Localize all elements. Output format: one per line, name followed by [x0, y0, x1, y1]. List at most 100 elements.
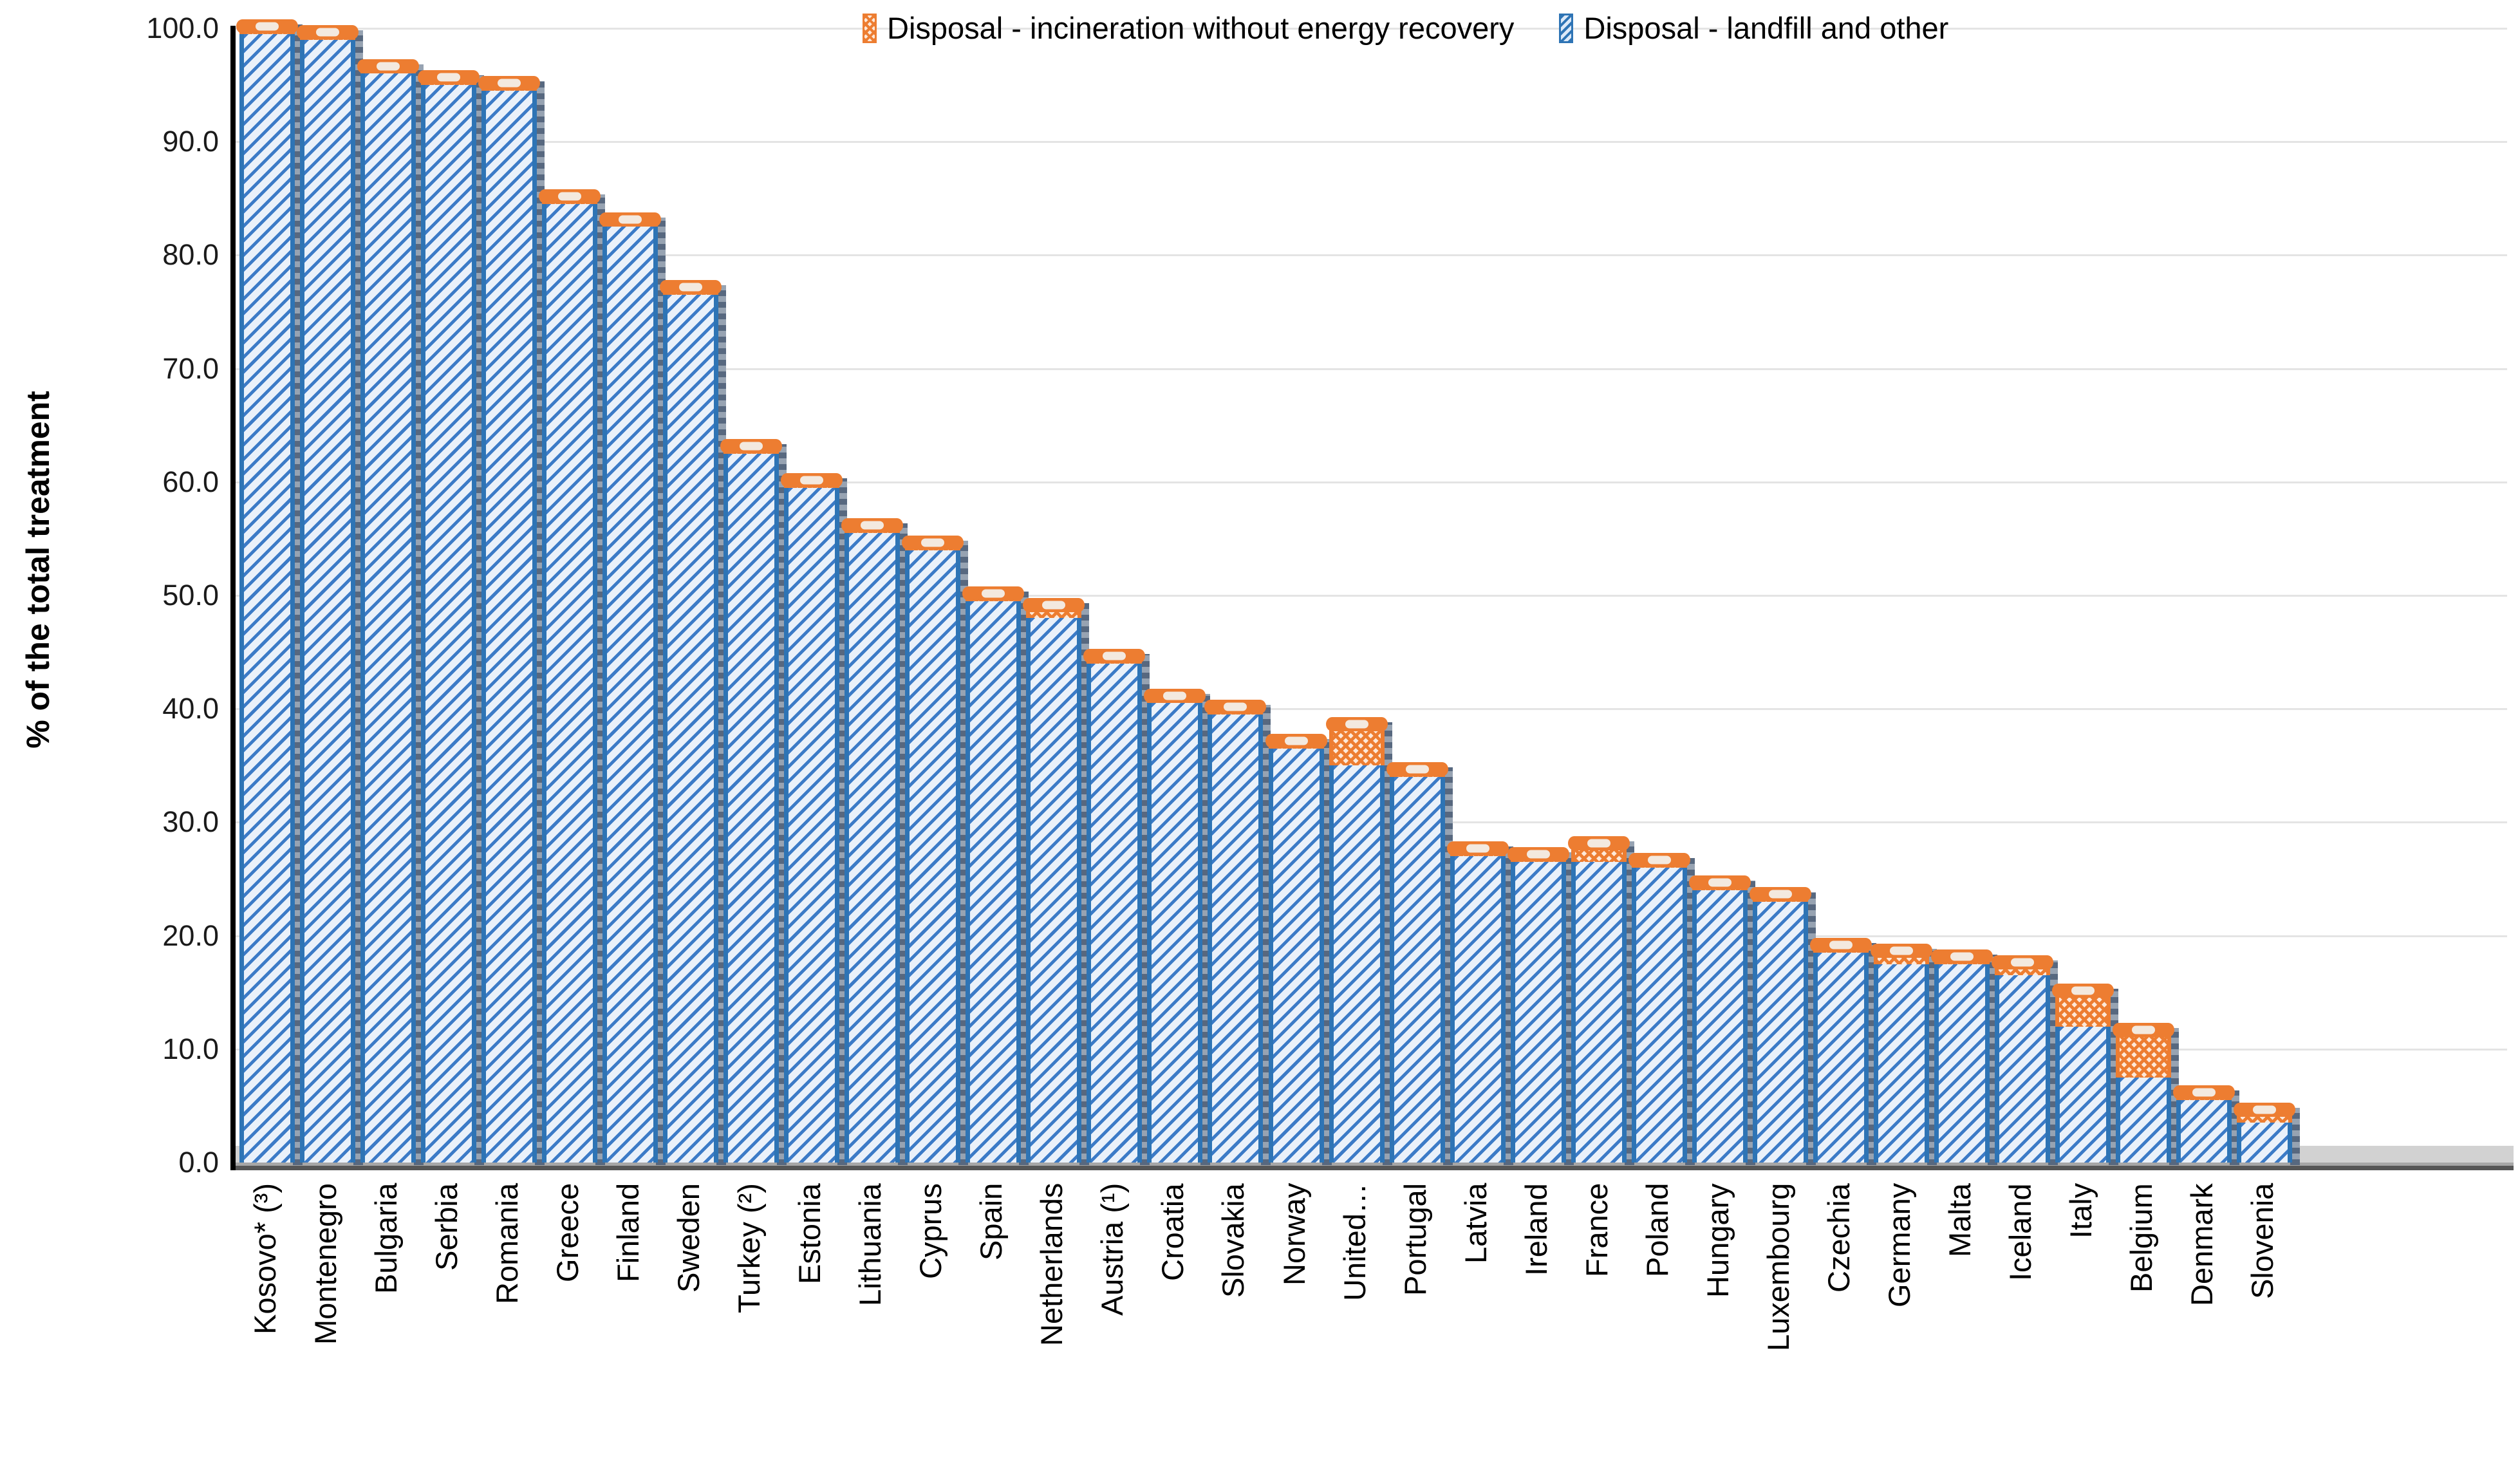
x-category-label-Luxembourg: Luxembourg	[1760, 1183, 1795, 1352]
x-category-label-Cyprus: Cyprus	[913, 1183, 948, 1279]
x-category-label-Bulgaria: Bulgaria	[369, 1183, 404, 1294]
bar-cap-Iceland	[1991, 955, 2053, 969]
x-category-label-Turkey (²): Turkey (²)	[732, 1183, 767, 1313]
bar-segment-landfill-Montenegro	[300, 39, 356, 1163]
bar-cap-Germany	[1870, 944, 1932, 958]
x-category-label-Montenegro: Montenegro	[308, 1183, 343, 1345]
bar-segment-landfill-Greece	[542, 204, 598, 1163]
bar-cap-Czechia	[1809, 938, 1872, 953]
x-category-label-Portugal: Portugal	[1397, 1183, 1432, 1296]
x-category-label-Norway: Norway	[1276, 1183, 1311, 1286]
x-category-label-Slovenia: Slovenia	[2245, 1183, 2279, 1300]
bar-cap-Malta	[1930, 949, 1993, 964]
bar-segment-landfill-Germany	[1873, 964, 1929, 1163]
bar-cap-Greece	[539, 189, 601, 204]
x-category-label-Serbia: Serbia	[429, 1183, 464, 1271]
bar-cap-Luxembourg	[1749, 886, 1811, 901]
x-category-label-Sweden: Sweden	[671, 1183, 706, 1293]
gridline-40	[235, 708, 2507, 711]
bar-cap-Portugal	[1386, 762, 1448, 777]
x-category-label-Poland: Poland	[1639, 1183, 1674, 1278]
chart-floor-edge	[233, 1163, 2514, 1166]
bar-segment-landfill-Spain	[966, 601, 1022, 1163]
bar-cap-Romania	[478, 76, 541, 91]
x-category-label-Netherlands: Netherlands	[1034, 1183, 1069, 1347]
y-tick-label-0.0: 0.0	[178, 1146, 219, 1179]
bar-cap-Estonia	[781, 472, 843, 487]
y-tick-label-80.0: 80.0	[162, 238, 219, 272]
x-category-label-Iceland: Iceland	[2002, 1183, 2037, 1281]
bar-cap-Turkey (²)	[720, 438, 783, 453]
bar-cap-Kosovo* (³)	[236, 19, 298, 33]
bar-segment-landfill-Luxembourg	[1752, 901, 1808, 1163]
y-tick-label-70.0: 70.0	[162, 351, 219, 385]
gridline-50	[235, 595, 2507, 597]
x-category-label-Greece: Greece	[550, 1183, 585, 1283]
x-category-label-Finland: Finland	[611, 1183, 646, 1283]
bar-segment-landfill-Norway	[1268, 748, 1324, 1163]
bar-side-shade	[2290, 1107, 2300, 1165]
bar-segment-landfill-Turkey (²)	[723, 453, 779, 1163]
y-tick-label-100.0: 100.0	[146, 12, 219, 44]
bar-cap-Slovakia	[1204, 700, 1267, 715]
orange-checker-swatch-icon	[863, 13, 877, 43]
bar-cap-Poland	[1628, 853, 1690, 868]
x-category-label-Croatia: Croatia	[1155, 1183, 1190, 1281]
x-category-label-Latvia: Latvia	[1458, 1183, 1493, 1264]
bar-cap-Montenegro	[297, 24, 359, 39]
bar-cap-Lithuania	[841, 518, 904, 533]
legend-label-landfill: Disposal - landfill and other	[1583, 11, 1949, 45]
x-category-label-Spain: Spain	[974, 1183, 1009, 1261]
y-tick-label-90.0: 90.0	[162, 125, 219, 158]
legend: Disposal - incineration without energy r…	[863, 10, 1948, 46]
bar-cap-Hungary	[1688, 875, 1751, 890]
bar-cap-Cyprus	[902, 535, 964, 550]
x-category-label-Kosovo* (³): Kosovo* (³)	[248, 1183, 282, 1335]
legend-item-incineration: Disposal - incineration without energy r…	[863, 10, 1514, 46]
bar-cap-Netherlands	[1023, 597, 1085, 612]
x-category-label-Belgium: Belgium	[2123, 1183, 2158, 1293]
bar-segment-landfill-Finland	[602, 227, 658, 1163]
bar-segment-landfill-Latvia	[1450, 856, 1506, 1163]
x-category-label-France: France	[1579, 1183, 1614, 1278]
bar-segment-landfill-Lithuania	[845, 533, 901, 1163]
x-category-label-Germany: Germany	[1881, 1183, 1916, 1308]
x-category-label-Austria (¹): Austria (¹)	[1095, 1183, 1130, 1316]
x-category-label-Estonia: Estonia	[792, 1183, 827, 1284]
bar-cap-Spain	[962, 586, 1025, 601]
bar-segment-landfill-Iceland	[1994, 975, 2050, 1163]
bar-segment-landfill-Czechia	[1813, 953, 1869, 1163]
x-category-label-Italy: Italy	[2063, 1183, 2098, 1239]
bar-cap-Serbia	[418, 70, 480, 85]
bar-segment-landfill-United…	[1329, 765, 1385, 1163]
bar-cap-Croatia	[1144, 688, 1206, 703]
bar-cap-France	[1567, 836, 1630, 850]
bar-segment-landfill-Austria (¹)	[1087, 663, 1143, 1163]
blue-hatch-swatch-icon	[1559, 13, 1574, 43]
bar-segment-landfill-Cyprus	[905, 550, 961, 1163]
gridline-60	[235, 481, 2507, 483]
bar-cap-Latvia	[1446, 841, 1509, 856]
x-category-label-Slovakia: Slovakia	[1216, 1183, 1251, 1298]
bar-cap-United…	[1325, 716, 1388, 731]
x-category-label-Hungary: Hungary	[1700, 1183, 1735, 1298]
x-category-label-Ireland: Ireland	[1518, 1183, 1553, 1276]
x-category-label-Romania: Romania	[490, 1183, 525, 1305]
bar-segment-landfill-Italy	[2055, 1026, 2111, 1163]
legend-label-incineration: Disposal - incineration without energy r…	[887, 11, 1515, 45]
bar-segment-incineration-Belgium	[2115, 1032, 2171, 1078]
bar-segment-landfill-Slovenia	[2236, 1123, 2292, 1163]
bar-segment-landfill-Romania	[481, 90, 537, 1163]
bar-segment-landfill-Kosovo* (³)	[239, 33, 295, 1163]
y-tick-label-60.0: 60.0	[162, 465, 219, 498]
bar-cap-Bulgaria	[357, 59, 420, 73]
y-axis-line	[230, 26, 236, 1170]
bar-cap-Sweden	[660, 280, 722, 295]
bar-segment-landfill-France	[1571, 862, 1627, 1163]
x-category-label-Czechia: Czechia	[1821, 1183, 1856, 1293]
bar-cap-Finland	[599, 212, 662, 227]
bar-cap-Ireland	[1507, 847, 1569, 862]
bar-segment-landfill-Bulgaria	[360, 73, 416, 1163]
bar-segment-landfill-Portugal	[1389, 776, 1445, 1163]
x-category-label-Denmark: Denmark	[2184, 1183, 2219, 1306]
